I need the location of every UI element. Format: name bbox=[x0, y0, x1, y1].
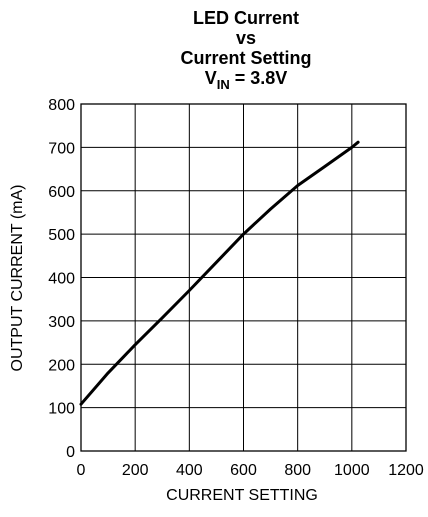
y-tick-label: 0 bbox=[66, 444, 75, 461]
x-tick-label: 1000 bbox=[334, 462, 370, 479]
title-line-2: vs bbox=[236, 28, 256, 48]
x-tick-label: 600 bbox=[230, 462, 257, 479]
y-tick-label: 300 bbox=[48, 314, 75, 331]
x-tick-label: 1200 bbox=[388, 462, 424, 479]
title-block: LED Current vs Current Setting VIN = 3.8… bbox=[180, 8, 311, 92]
x-axis-label: CURRENT SETTING bbox=[166, 487, 318, 504]
title-line-3: Current Setting bbox=[180, 48, 311, 68]
y-tick-label: 500 bbox=[48, 227, 75, 244]
y-tick-label: 600 bbox=[48, 184, 75, 201]
subtitle-prefix: V bbox=[205, 68, 217, 88]
x-tick-label: 400 bbox=[176, 462, 203, 479]
x-tick-label: 800 bbox=[284, 462, 311, 479]
y-tick-label: 400 bbox=[48, 271, 75, 288]
subtitle-subscript: IN bbox=[217, 77, 230, 92]
grid bbox=[80, 103, 407, 452]
x-tick-label: 0 bbox=[77, 462, 86, 479]
y-tick-label: 200 bbox=[48, 357, 75, 374]
tick-labels: 0 200 400 600 800 1000 1200 0 100 200 300 400 500 600… bbox=[48, 97, 424, 479]
plot-frame bbox=[80, 103, 407, 452]
subtitle-suffix: = 3.8V bbox=[230, 68, 288, 88]
y-tick-label: 100 bbox=[48, 401, 75, 418]
subtitle: VIN = 3.8V bbox=[205, 68, 288, 92]
x-tick-label: 200 bbox=[122, 462, 149, 479]
y-tick-label: 800 bbox=[48, 97, 75, 114]
y-tick-label: 700 bbox=[48, 140, 75, 157]
series-line bbox=[79, 140, 360, 406]
y-axis-label: OUTPUT CURRENT (mA) bbox=[9, 185, 26, 372]
title-line-1: LED Current bbox=[193, 8, 299, 28]
